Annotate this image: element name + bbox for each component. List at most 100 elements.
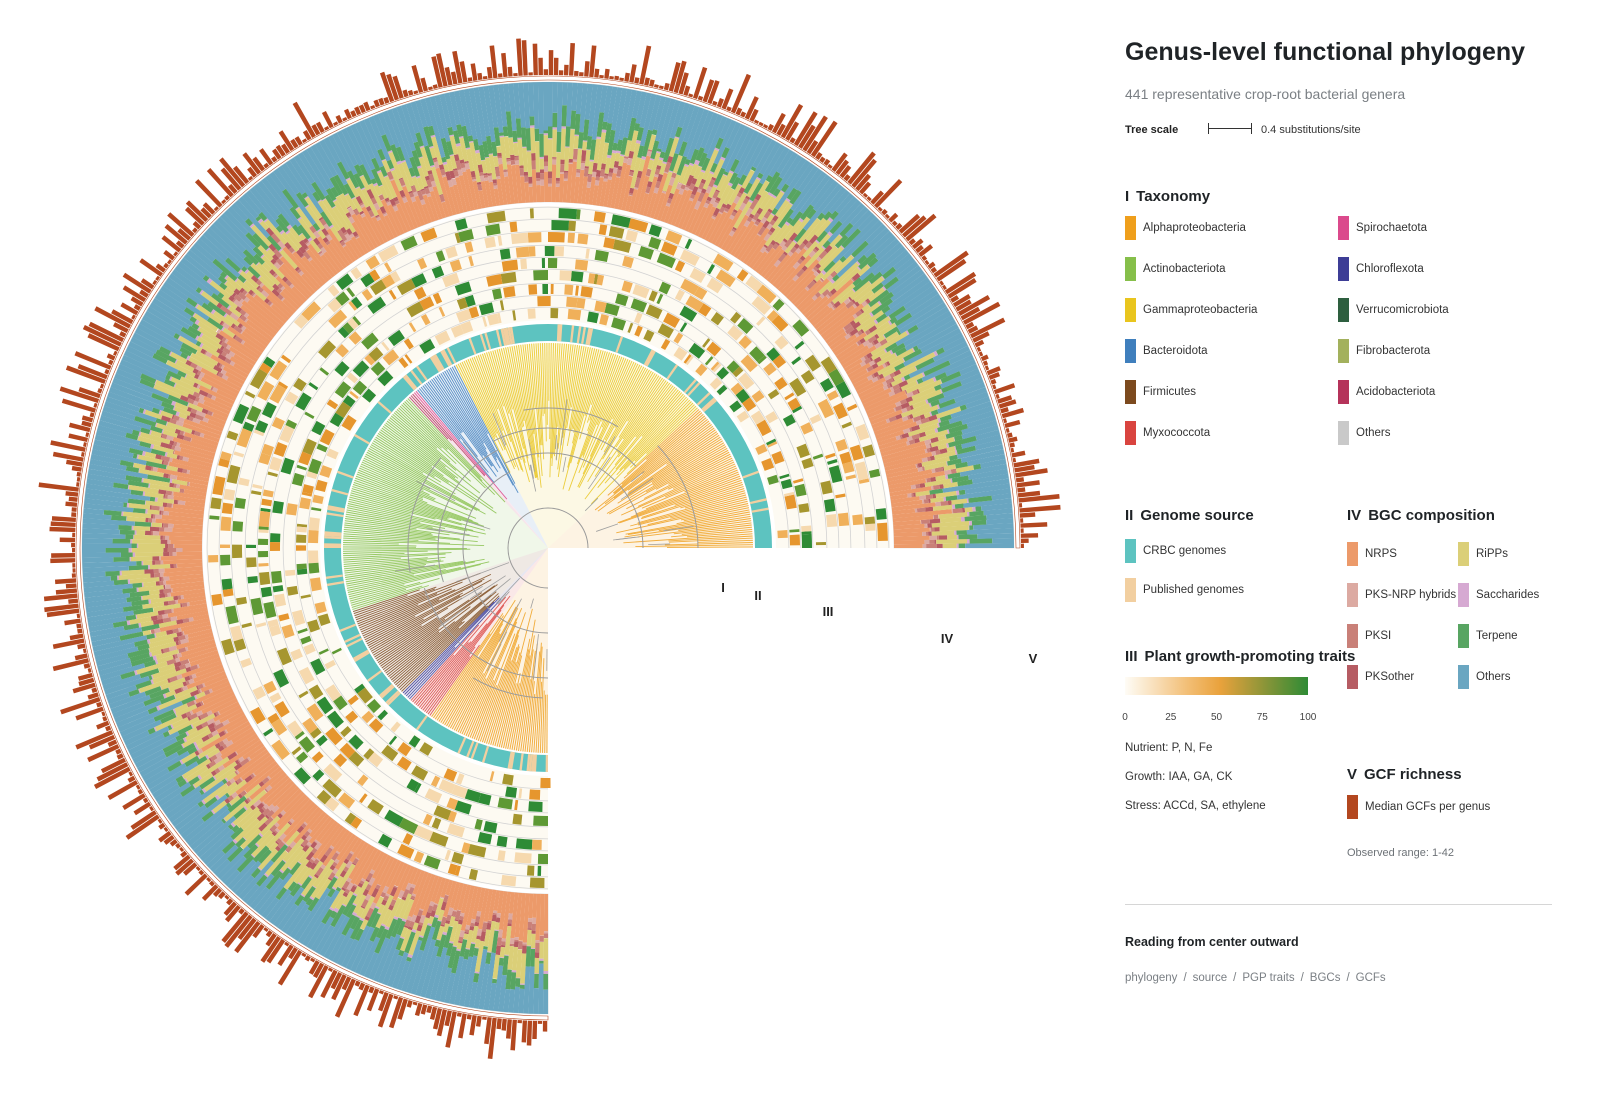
bgc-stack-segment [471,925,479,943]
bgc-stack-segment [173,333,180,340]
bgc-stack-segment [179,484,208,493]
bgc-stack-segment [138,622,142,628]
gcf-bar [428,86,433,91]
bgc-stack-segment [204,691,207,696]
bgc-stack-segment [321,227,329,236]
bgc-stack-segment [182,431,186,436]
bgc-stack-segment [155,649,180,660]
bgc-stack-segment [293,154,316,185]
bgc-stack-segment [493,188,501,206]
pgp-trait-cell [735,388,750,404]
leaf-branch [601,360,633,428]
gcf-bar [108,359,114,366]
bgc-stack-segment [452,168,458,171]
bgc-stack-segment [112,620,128,628]
bgc-stack-segment [371,216,388,243]
bgc-stack-segment [250,274,259,283]
bgc-stack-segment [212,775,217,781]
bgc-stack-segment [524,175,529,183]
bgc-stack-segment [743,182,753,194]
bgc-stack-segment [201,788,207,794]
bgc-stack-segment [556,82,563,132]
pgp-trait-cell [249,706,266,725]
bgc-stack-segment [856,377,887,395]
bgc-stack-segment [316,825,345,861]
bgc-stack-segment [677,199,693,229]
bgc-stack-segment [367,854,392,896]
bgc-stack-segment [533,988,539,1014]
bgc-stack-segment [877,300,882,306]
leaf-branch [572,347,591,429]
pgp-trait-cell [260,507,271,513]
gcf-bar [785,121,800,141]
bgc-stack-segment [925,399,929,404]
bgc-stack-segment [132,508,146,514]
bgc-stack-segment [295,206,300,211]
gcf-bar [50,440,86,452]
bgc-stack-segment [411,175,416,178]
gcf-bar [389,996,404,1029]
bgc-stack-segment [339,870,347,878]
bgc-stack-segment [783,258,820,297]
bgc-stack-segment [866,374,874,381]
bgc-stack-segment [181,713,188,720]
bgc-stack-segment [754,220,760,226]
bgc-stack-segment [177,794,228,835]
bgc-stack-segment [245,873,275,907]
bgc-stack-segment [140,620,154,628]
bgc-stack-segment [760,216,768,224]
bgc-stack-segment [756,218,762,223]
gcf-bar [88,734,116,750]
bgc-stack-segment [811,307,834,327]
bgc-stack-segment [943,481,958,489]
leaf-branch [628,431,718,493]
bgc-stack-segment [857,264,870,277]
bgc-stack-segment [167,724,173,731]
pgp-trait-cell [311,507,322,512]
leaf-branch [396,409,457,465]
bgc-stack-segment [543,161,548,167]
bgc-stack-segment [219,730,257,756]
bgc-stack-segment [160,455,171,462]
bgc-stack-segment [593,138,601,164]
bgc-stack-segment [173,383,177,388]
gcf-bar [482,75,488,80]
bgc-stack-segment [852,303,858,309]
bgc-stack-segment [934,450,956,460]
bgc-stack-segment [188,649,219,663]
gcf-bar [247,166,258,178]
gcf-bar [175,240,185,249]
bgc-stack-segment [763,210,772,219]
bgc-stack-segment [630,142,641,171]
bgc-stack-segment [370,177,377,185]
bgc-stack-segment [495,945,502,956]
gcf-bar [1020,528,1024,533]
bgc-stack-segment [523,82,531,129]
bgc-stack-segment [599,181,608,207]
bgc-stack-segment [160,442,173,450]
bgc-stack-segment [782,251,788,256]
leaf-branch [582,355,621,456]
bgc-stack-segment [947,500,952,506]
gcf-bar [111,309,134,325]
bgc-stack-segment [460,162,466,169]
bgc-stack-segment [827,291,833,298]
bgc-stack-segment [306,843,310,848]
bgc-stack-segment [171,414,175,420]
bgc-stack-segment [139,319,184,347]
bgc-stack-segment [925,506,934,512]
pgp-trait-cell [580,286,593,298]
gcf-bar [450,71,458,85]
bgc-stack-segment [861,303,871,312]
bgc-stack-segment [702,149,719,181]
leaf-branch [509,649,530,750]
bgc-stack-segment [543,130,548,134]
bgc-stack-segment [169,418,177,425]
bgc-stack-segment [265,784,273,792]
bgc-stack-segment [386,201,392,206]
bgc-stack-segment [955,444,963,451]
bgc-stack-segment [488,85,499,128]
bgc-stack-segment [224,257,241,273]
bgc-stack-segment [147,565,150,570]
bgc-stack-segment [547,177,552,184]
